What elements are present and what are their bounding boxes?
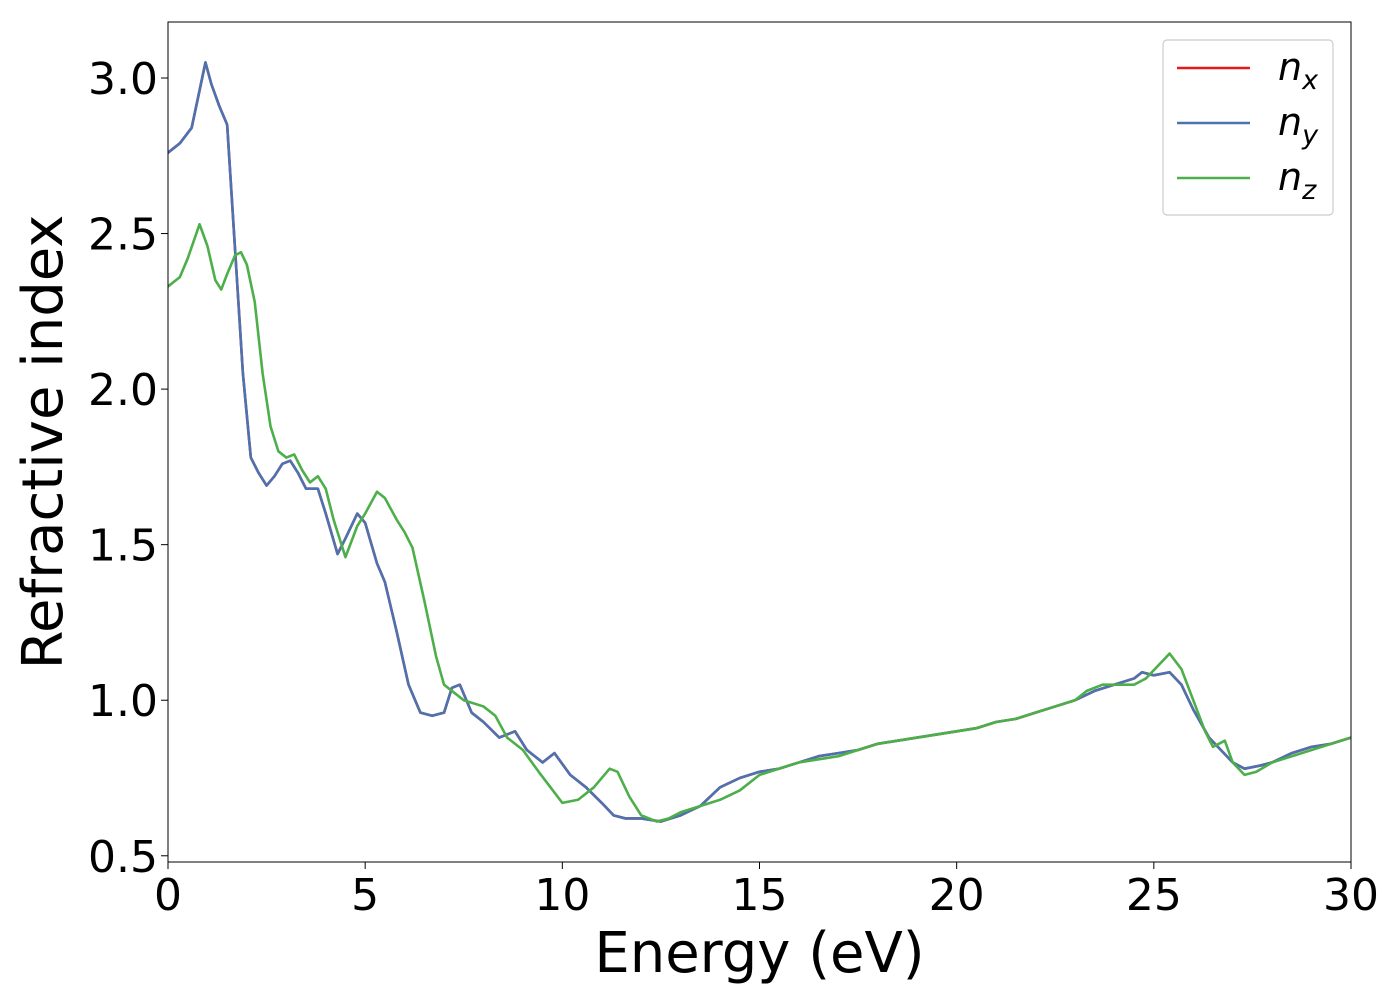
legend-label-n-x: nx (1278, 45, 1319, 96)
x-axis-label: Energy (eV) (594, 921, 924, 986)
x-tick-label: 15 (732, 870, 788, 921)
x-tick-label: 0 (154, 870, 182, 921)
x-axis: 0 5 10 15 20 25 30 (154, 862, 1379, 921)
y-axis: 0.5 1.0 1.5 2.0 2.5 3.0 (88, 54, 168, 883)
x-tick-label: 30 (1323, 870, 1379, 921)
y-axis-label: Refractive index (11, 215, 76, 670)
series-line-n-y (168, 61, 1351, 823)
x-tick-label: 20 (929, 870, 985, 921)
x-tick-label: 5 (351, 870, 379, 921)
series-line-n-z (168, 222, 1351, 823)
y-tick-label: 3.0 (88, 54, 158, 105)
x-tick-label: 10 (534, 870, 590, 921)
y-tick-label: 2.5 (88, 210, 158, 261)
legend-label-n-z: nz (1278, 155, 1317, 206)
x-tick-label: 25 (1126, 870, 1182, 921)
y-tick-label: 0.5 (88, 832, 158, 883)
y-tick-label: 2.0 (88, 365, 158, 416)
series-layer (168, 61, 1351, 823)
legend-label-n-y: ny (1278, 100, 1319, 151)
y-tick-label: 1.0 (88, 676, 158, 727)
y-tick-label: 1.5 (88, 521, 158, 572)
legend-box (1162, 39, 1334, 216)
